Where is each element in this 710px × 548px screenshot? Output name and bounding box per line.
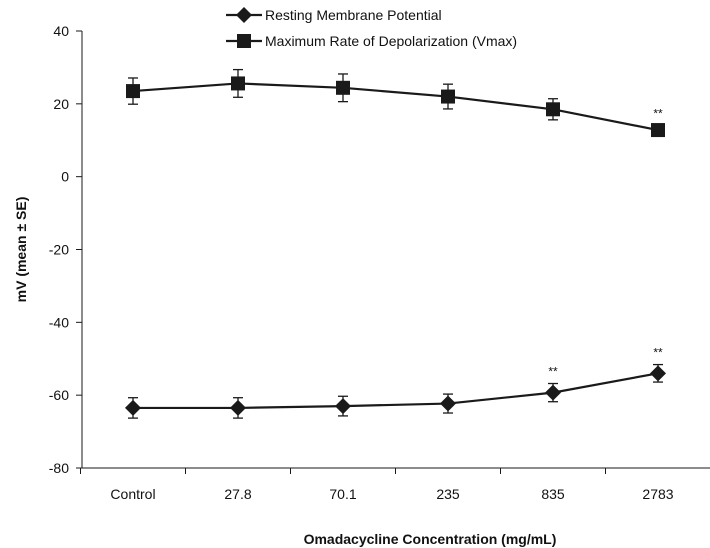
y-tick-label: 20 xyxy=(53,96,69,112)
data-point xyxy=(441,89,455,104)
legend-marker xyxy=(237,34,251,48)
series-0 xyxy=(125,363,666,419)
data-point xyxy=(231,76,245,91)
series-line xyxy=(132,82,659,132)
data-point xyxy=(545,384,561,401)
data-point xyxy=(650,365,666,382)
data-point xyxy=(230,399,246,416)
y-tick-label: 0 xyxy=(61,169,69,185)
significance-annotation: ** xyxy=(548,365,558,379)
data-point xyxy=(335,398,351,415)
x-tick-label: 27.8 xyxy=(224,486,251,502)
data-point xyxy=(440,395,456,412)
x-tick-label: 2783 xyxy=(642,486,673,502)
significance-annotation: ** xyxy=(653,106,663,120)
series-layer xyxy=(125,68,666,419)
y-tick-label: -60 xyxy=(49,387,69,403)
significance-annotation: ** xyxy=(653,346,663,360)
y-axis-title: mV (mean ± SE) xyxy=(13,197,29,303)
y-tick-label: -80 xyxy=(49,460,69,476)
legend-item-0: Resting Membrane Potential xyxy=(226,7,442,23)
legend-label: Resting Membrane Potential xyxy=(265,7,442,23)
y-tick-label: 40 xyxy=(53,23,69,39)
data-point xyxy=(546,102,560,117)
data-point xyxy=(651,123,665,138)
data-point xyxy=(125,399,141,416)
legend-item-1: Maximum Rate of Depolarization (Vmax) xyxy=(226,33,517,49)
data-point xyxy=(126,84,140,99)
x-axis-title: Omadacycline Concentration (mg/mL) xyxy=(304,531,557,547)
plot-area xyxy=(76,30,710,474)
legend-marker xyxy=(236,7,252,23)
legend: Resting Membrane Potential Maximum Rate o… xyxy=(226,7,517,49)
legend-label: Maximum Rate of Depolarization (Vmax) xyxy=(265,33,517,49)
y-tick-label: -20 xyxy=(49,242,69,258)
x-tick-label: 235 xyxy=(436,486,460,502)
label-layer: 40 20 0 -20 -40 -60 -80 Control 27.8 70.1 235 835 27… xyxy=(13,23,674,547)
x-tick-label: 70.1 xyxy=(329,486,356,502)
data-point xyxy=(336,80,350,95)
series-line xyxy=(133,372,659,410)
y-tick-label: -40 xyxy=(49,314,69,330)
x-tick-label: 835 xyxy=(541,486,565,502)
series-1 xyxy=(126,68,665,138)
x-tick-label: Control xyxy=(110,486,155,502)
